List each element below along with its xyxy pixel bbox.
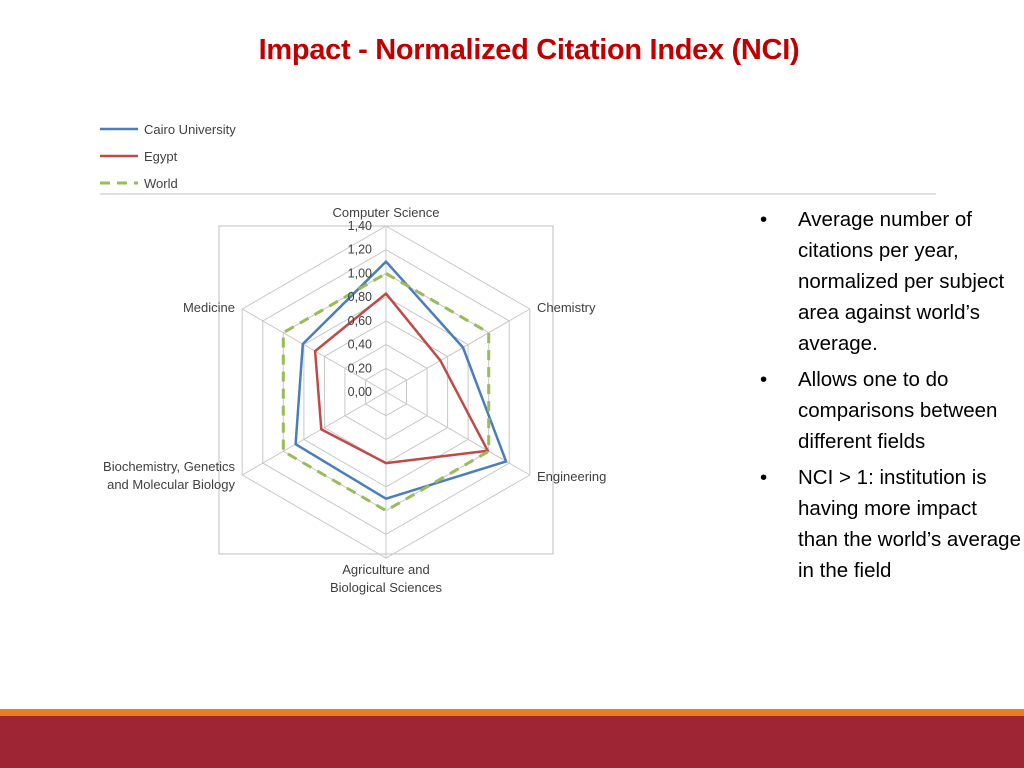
axis-label: Chemistry xyxy=(537,300,596,315)
radar-chart: 0,00 0,20 0,40 0,60 0,80 1,00 1,20 1,40 Computer… xyxy=(90,112,950,612)
tick-label: 0,00 xyxy=(348,385,372,399)
series-line xyxy=(313,292,489,465)
bullet-item: • Average number of citations per year, n… xyxy=(760,204,1022,359)
tick-label: 1,20 xyxy=(348,243,372,257)
axis-label: Engineering xyxy=(537,469,606,484)
tick-label: 0,60 xyxy=(348,314,372,328)
axis-label: Medicine xyxy=(183,300,235,315)
series-line xyxy=(294,260,508,500)
tick-label: 1,00 xyxy=(348,266,372,280)
tick-label: 1,40 xyxy=(348,219,372,233)
bullet-dot: • xyxy=(760,466,768,489)
slide-title: Impact - Normalized Citation Index (NCI) xyxy=(258,34,800,66)
footer-band-orange xyxy=(0,709,1024,716)
bullet-text: Average number of citations per year, no… xyxy=(798,208,1005,355)
tick-label: 0,80 xyxy=(348,290,372,304)
tick-label: 0,20 xyxy=(348,361,372,375)
axis-label: Biochemistry, Genetics xyxy=(103,459,235,474)
axis-label: Agriculture and xyxy=(342,562,429,577)
radar-chart-svg: 0,00 0,20 0,40 0,60 0,80 1,00 1,20 1,40Computer… xyxy=(100,122,936,595)
axis-label: and Molecular Biology xyxy=(107,477,235,492)
legend-label: World xyxy=(144,176,178,191)
bullet-item: • Allows one to do comparisons between di… xyxy=(760,364,1022,457)
axis-label: Computer Science xyxy=(333,205,440,220)
bullet-list: • Average number of citations per year, n… xyxy=(760,204,1022,591)
bullet-dot: • xyxy=(760,368,768,391)
bullet-text: NCI > 1: institution is having more impa… xyxy=(798,466,1021,582)
bullet-dot: • xyxy=(760,208,768,231)
axis-spoke xyxy=(385,308,531,393)
bullet-item: • NCI > 1: institution is having more imp… xyxy=(760,462,1022,586)
tick-label: 0,40 xyxy=(348,338,372,352)
axis-spoke xyxy=(241,391,387,476)
bullet-text: Allows one to do comparisons between dif… xyxy=(798,368,998,453)
legend-label: Cairo University xyxy=(144,122,236,137)
footer-band-red xyxy=(0,716,1024,768)
axis-spoke xyxy=(385,391,531,476)
axis-label: Biological Sciences xyxy=(330,580,443,595)
legend-label: Egypt xyxy=(144,149,178,164)
